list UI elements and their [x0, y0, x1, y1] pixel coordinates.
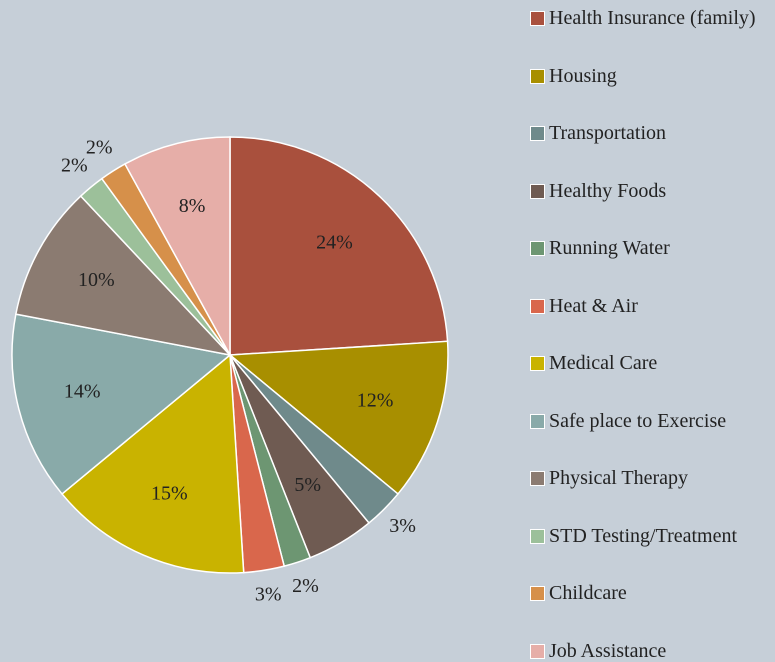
legend-item: Heat & Air: [530, 295, 775, 317]
pie-slice: [123, 136, 231, 356]
legend-swatch: [530, 528, 545, 544]
legend-item: Running Water: [530, 237, 775, 259]
legend-label: Housing: [549, 64, 617, 87]
legend-swatch: [530, 183, 545, 199]
legend-swatch: [530, 471, 545, 486]
legend-item: Safe place to Exercise: [530, 410, 775, 432]
legend-item: Childcare: [530, 582, 775, 604]
legend-swatch: [530, 413, 545, 429]
legend-swatch: [530, 356, 545, 371]
pie-slice: [14, 195, 233, 357]
legend-label: Transportation: [549, 122, 667, 144]
legend-item: Health Insurance (family): [530, 7, 775, 29]
legend-label: Running Water: [549, 237, 670, 259]
legend-label: Childcare: [549, 582, 627, 604]
data-label: 15%: [151, 483, 188, 505]
pie-slice: [60, 353, 245, 574]
legend-item: Housing: [530, 65, 775, 87]
legend-label: Physical Therapy: [549, 467, 689, 489]
data-label: 8%: [179, 195, 206, 217]
data-label: 2%: [61, 154, 88, 176]
legend-item: Medical Care: [530, 352, 775, 374]
legend-swatch: [530, 586, 545, 601]
data-label: 3%: [255, 584, 282, 606]
legend-swatch: [530, 643, 545, 659]
data-label: 2%: [86, 136, 113, 158]
data-label: 10%: [78, 269, 115, 291]
legend-label: STD Testing/Treatment: [549, 524, 738, 547]
legend-item: Healthy Foods: [530, 180, 775, 202]
pie-slice: [11, 313, 232, 496]
legend-label: Medical Care: [549, 352, 658, 374]
legend-label: Healthy Foods: [549, 179, 667, 202]
legend-swatch: [530, 241, 545, 256]
legend-label: Job Assistance: [549, 639, 667, 662]
legend-swatch: [530, 298, 545, 314]
data-label: 2%: [292, 575, 319, 597]
legend-swatch: [530, 68, 545, 84]
legend-label: Safe place to Exercise: [549, 409, 727, 432]
data-label: 5%: [294, 474, 321, 496]
data-label: 14%: [64, 381, 101, 403]
data-label: 3%: [389, 515, 416, 537]
legend-item: Transportation: [530, 122, 775, 144]
data-label: 24%: [316, 231, 353, 253]
pie-slice: [229, 136, 449, 356]
legend-item: Job Assistance: [530, 640, 775, 662]
legend-swatch: [530, 11, 545, 26]
pie-slice: [228, 340, 449, 496]
legend-item: Physical Therapy: [530, 467, 775, 489]
legend-item: STD Testing/Treatment: [530, 525, 775, 547]
legend-label: Health Insurance (family): [549, 7, 756, 29]
legend-swatch: [530, 126, 545, 141]
data-label: 12%: [357, 390, 394, 412]
legend-label: Heat & Air: [549, 294, 638, 317]
